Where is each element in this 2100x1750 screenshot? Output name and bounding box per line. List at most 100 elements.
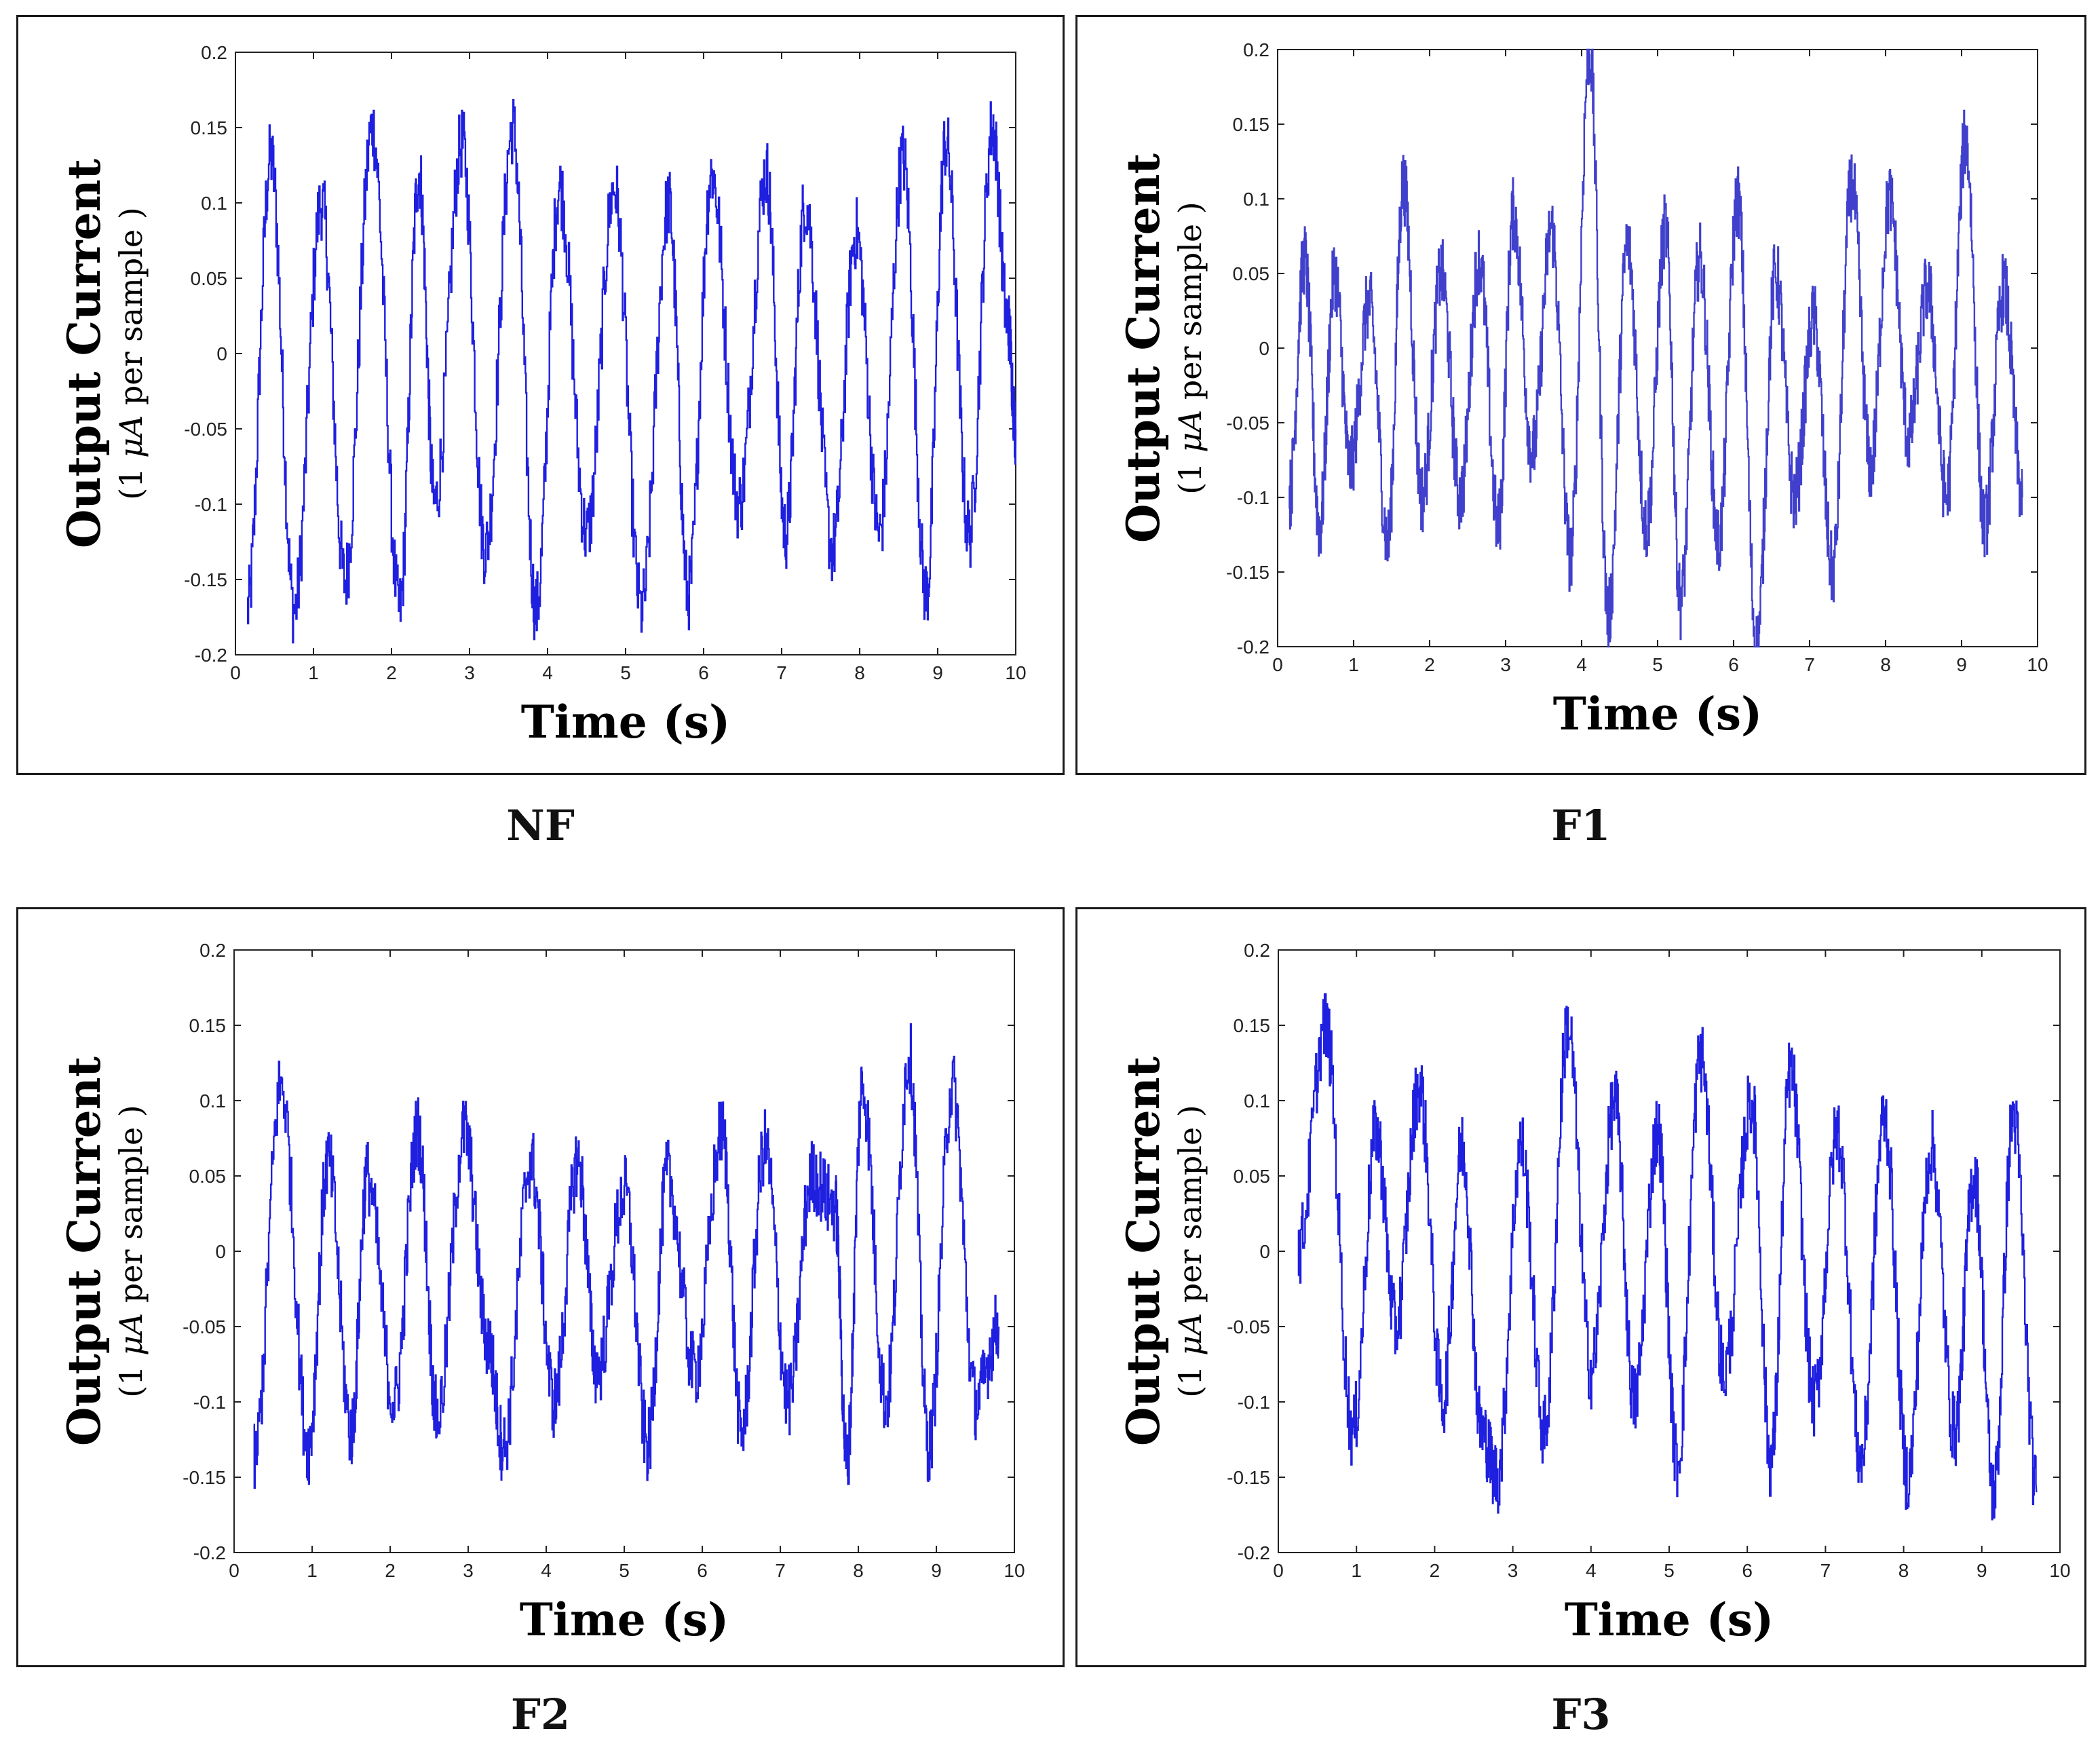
- x-tick-label: 4: [1586, 1560, 1597, 1581]
- x-tick-label: 0: [230, 662, 241, 683]
- y-tick-label: 0.2: [1244, 940, 1270, 961]
- x-tick-label: 9: [1956, 654, 1967, 675]
- y-tick-label: 0: [1259, 1241, 1270, 1262]
- y-tick-label: 0.05: [189, 1166, 227, 1187]
- chart-svg-nf: 0 1 2 3 4 5 6 7 8 9 10 -0.2 -0.15 -0.1 -0.05 0 0.05 0.1 0.…: [58, 42, 1027, 748]
- x-tick-label: 4: [541, 1560, 552, 1581]
- x-tick-label: 6: [698, 662, 709, 683]
- x-tick-label: 2: [1424, 654, 1435, 675]
- y-tick-label: -0.2: [1238, 1542, 1270, 1563]
- y-tick-label: -0.2: [1237, 636, 1269, 658]
- chart-caption-f3: F3: [1551, 1690, 1611, 1739]
- chart-panel-f2: 0 1 2 3 4 5 6 7 8 9 10 -0.2 -0.15 -0.1 -0.05 0 0.05 0.1 0.…: [16, 907, 1065, 1667]
- y-axis-unit: (1 μA per sample ): [113, 1105, 149, 1397]
- y-tick-label: 0.1: [1243, 189, 1269, 210]
- x-tick-label: 1: [307, 1560, 318, 1581]
- y-tick-label: 0.15: [191, 117, 228, 138]
- y-tick-label: -0.15: [184, 569, 227, 590]
- x-tick-label: 8: [853, 1560, 864, 1581]
- x-tick-label: 6: [1728, 654, 1739, 675]
- x-tick-label: 7: [1820, 1560, 1831, 1581]
- y-tick-label: -0.05: [183, 1316, 226, 1337]
- y-tick-label: -0.05: [1227, 1316, 1270, 1337]
- x-tick-label: 5: [1664, 1560, 1675, 1581]
- x-tick-label: 8: [1880, 654, 1891, 675]
- y-tick-label: 0.2: [199, 940, 226, 961]
- chart-caption-nf: NF: [506, 801, 575, 850]
- x-tick-label: 7: [775, 1560, 786, 1581]
- x-tick-label: 1: [1351, 1560, 1362, 1581]
- x-tick-label: 6: [1742, 1560, 1753, 1581]
- x-tick-label: 0: [1273, 1560, 1284, 1581]
- y-tick-label: 0: [1259, 338, 1269, 359]
- x-tick-label: 7: [776, 662, 787, 683]
- x-axis-label: Time (s): [1565, 1593, 1774, 1646]
- y-tick-label: 0.05: [191, 268, 228, 289]
- y-tick-label: 0.2: [1243, 39, 1269, 60]
- series-line-f2: [253, 1023, 1000, 1489]
- y-tick-label: 0: [216, 343, 227, 364]
- y-tick-label: -0.2: [195, 645, 227, 666]
- x-tick-label: 3: [1508, 1560, 1519, 1581]
- chart-caption-f2: F2: [510, 1690, 571, 1739]
- x-tick-label: 2: [386, 662, 397, 683]
- y-tick-label: -0.15: [183, 1467, 226, 1488]
- series-line-nf: [247, 99, 1017, 644]
- x-tick-label: 2: [385, 1560, 396, 1581]
- x-tick-label: 3: [464, 662, 475, 683]
- x-tick-label: 10: [2027, 654, 2048, 675]
- y-tick-label: 0.1: [201, 193, 227, 214]
- plot-area: [235, 52, 1016, 655]
- x-tick-label: 9: [932, 662, 943, 683]
- x-tick-label: 7: [1804, 654, 1815, 675]
- y-tick-label: 0.2: [201, 42, 227, 63]
- y-tick-label: -0.1: [193, 1392, 226, 1413]
- y-tick-label: -0.05: [1226, 413, 1269, 434]
- y-tick-label: 0.05: [1234, 1166, 1271, 1187]
- y-tick-label: 0.1: [1244, 1090, 1270, 1111]
- x-tick-label: 3: [1500, 654, 1511, 675]
- x-tick-label: 8: [854, 662, 865, 683]
- x-tick-label: 10: [1005, 662, 1026, 683]
- x-tick-label: 3: [463, 1560, 474, 1581]
- y-tick-label: 0.1: [199, 1090, 226, 1111]
- y-tick-label: 0.15: [1233, 114, 1270, 135]
- y-tick-label: 0: [215, 1241, 226, 1262]
- x-tick-label: 5: [620, 662, 631, 683]
- y-tick-label: -0.1: [1238, 1392, 1270, 1413]
- x-tick-label: 1: [308, 662, 319, 683]
- x-tick-label: 0: [229, 1560, 240, 1581]
- y-tick-label: 0.15: [1234, 1015, 1271, 1036]
- y-tick-label: -0.15: [1227, 1467, 1270, 1488]
- chart-svg-f2: 0 1 2 3 4 5 6 7 8 9 10 -0.2 -0.15 -0.1 -0.05 0 0.05 0.1 0.…: [58, 940, 1025, 1646]
- chart-panel-f1: 0 1 2 3 4 5 6 7 8 9 10 -0.2 -0.15 -0.1 -0.05 0 0.05 0.1 0.…: [1075, 15, 2086, 775]
- chart-caption-f1: F1: [1551, 801, 1611, 850]
- x-tick-label: 9: [931, 1560, 942, 1581]
- y-tick-label: -0.05: [184, 419, 227, 440]
- x-tick-label: 10: [2049, 1560, 2070, 1581]
- y-axis-unit: (1 μA per sample ): [1172, 202, 1208, 494]
- chart-svg-f1: 0 1 2 3 4 5 6 7 8 9 10 -0.2 -0.15 -0.1 -0.05 0 0.05 0.1 0.…: [1117, 39, 2048, 740]
- y-axis-label: Output Current: [58, 158, 111, 548]
- y-axis-unit: (1 μA per sample ): [1172, 1105, 1208, 1397]
- chart-svg-f3: 0 1 2 3 4 5 6 7 8 9 10 -0.2 -0.15 -0.1 -0.05 0 0.05 0.1 0.…: [1117, 940, 2071, 1646]
- x-tick-label: 6: [697, 1560, 708, 1581]
- x-tick-label: 2: [1430, 1560, 1440, 1581]
- y-tick-label: 0.05: [1233, 263, 1270, 284]
- x-axis-label: Time (s): [1553, 687, 1763, 740]
- x-axis-label: Time (s): [521, 696, 731, 748]
- x-tick-label: 10: [1004, 1560, 1025, 1581]
- series-line-f1: [1288, 48, 2023, 648]
- chart-panel-nf: 0 1 2 3 4 5 6 7 8 9 10 -0.2 -0.15 -0.1 -0.05 0 0.05 0.1 0.…: [16, 15, 1065, 775]
- y-tick-label: -0.1: [195, 494, 227, 515]
- chart-panel-f3: 0 1 2 3 4 5 6 7 8 9 10 -0.2 -0.15 -0.1 -0.05 0 0.05 0.1 0.…: [1075, 907, 2086, 1667]
- x-tick-label: 5: [1652, 654, 1663, 675]
- x-tick-label: 9: [1977, 1560, 1987, 1581]
- x-axis-label: Time (s): [520, 1593, 729, 1646]
- x-tick-label: 1: [1348, 654, 1359, 675]
- y-tick-label: -0.1: [1237, 487, 1269, 508]
- x-tick-label: 0: [1272, 654, 1283, 675]
- y-axis-label: Output Current: [1117, 153, 1170, 543]
- series-line-f3: [1297, 993, 2038, 1521]
- y-tick-label: -0.2: [193, 1542, 226, 1563]
